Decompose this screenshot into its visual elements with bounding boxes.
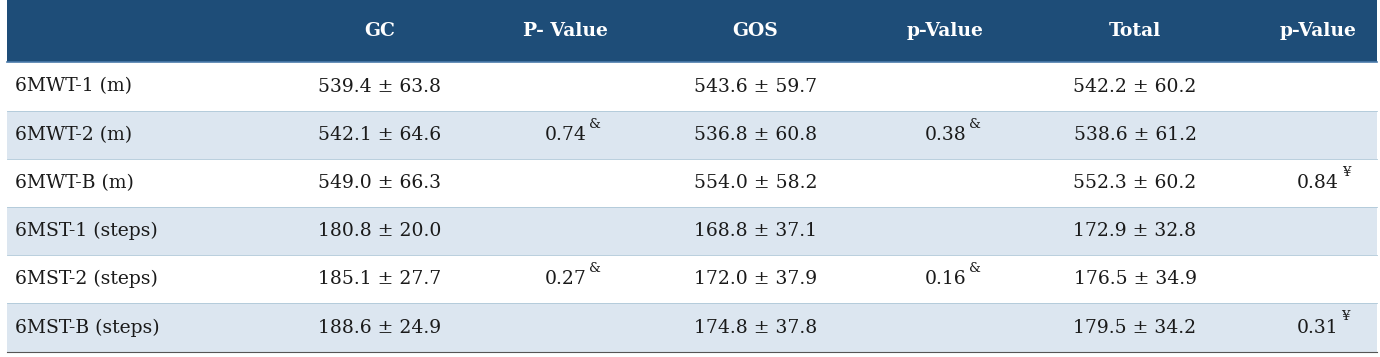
Bar <box>7 303 1377 352</box>
Text: 6MWT-B (m): 6MWT-B (m) <box>15 174 134 192</box>
Text: 0.27: 0.27 <box>545 270 586 288</box>
Text: 172.9 ± 32.8: 172.9 ± 32.8 <box>1074 222 1196 240</box>
Text: 168.8 ± 37.1: 168.8 ± 37.1 <box>694 222 817 240</box>
Text: 0.38: 0.38 <box>925 126 966 144</box>
Text: 0.31: 0.31 <box>1297 318 1339 337</box>
Text: 538.6 ± 61.2: 538.6 ± 61.2 <box>1074 126 1196 144</box>
Text: &: & <box>589 118 602 131</box>
Text: 6MST-1 (steps): 6MST-1 (steps) <box>15 222 157 240</box>
Text: &: & <box>589 262 602 275</box>
Text: 542.2 ± 60.2: 542.2 ± 60.2 <box>1074 77 1196 96</box>
Text: Total: Total <box>1110 22 1161 40</box>
Bar <box>7 0 1377 62</box>
Text: p-Value: p-Value <box>907 22 984 40</box>
Text: 539.4 ± 63.8: 539.4 ± 63.8 <box>317 77 442 96</box>
Text: &: & <box>969 118 981 131</box>
Text: 179.5 ± 34.2: 179.5 ± 34.2 <box>1074 318 1196 337</box>
Text: ¥: ¥ <box>1341 166 1350 179</box>
Text: ¥: ¥ <box>1341 311 1350 323</box>
Text: 0.74: 0.74 <box>545 126 586 144</box>
Text: 6MST-B (steps): 6MST-B (steps) <box>15 318 160 337</box>
Text: GC: GC <box>364 22 395 40</box>
Text: 172.0 ± 37.9: 172.0 ± 37.9 <box>694 270 817 288</box>
Text: p-Value: p-Value <box>1279 22 1357 40</box>
Text: 542.1 ± 64.6: 542.1 ± 64.6 <box>317 126 442 144</box>
Text: 176.5 ± 34.9: 176.5 ± 34.9 <box>1074 270 1196 288</box>
Text: P- Value: P- Value <box>523 22 609 40</box>
Text: &: & <box>969 262 981 275</box>
Text: 552.3 ± 60.2: 552.3 ± 60.2 <box>1074 174 1196 192</box>
Text: 554.0 ± 58.2: 554.0 ± 58.2 <box>694 174 817 192</box>
Text: 0.84: 0.84 <box>1297 174 1339 192</box>
Text: GOS: GOS <box>733 22 778 40</box>
Text: 6MWT-2 (m): 6MWT-2 (m) <box>15 126 132 144</box>
Text: 6MWT-1 (m): 6MWT-1 (m) <box>15 77 132 96</box>
Bar <box>7 111 1377 159</box>
Text: 180.8 ± 20.0: 180.8 ± 20.0 <box>317 222 442 240</box>
Text: 185.1 ± 27.7: 185.1 ± 27.7 <box>317 270 442 288</box>
Bar <box>7 207 1377 255</box>
Text: 174.8 ± 37.8: 174.8 ± 37.8 <box>694 318 817 337</box>
Text: 0.16: 0.16 <box>925 270 966 288</box>
Text: 549.0 ± 66.3: 549.0 ± 66.3 <box>317 174 442 192</box>
Text: 536.8 ± 60.8: 536.8 ± 60.8 <box>694 126 817 144</box>
Text: 6MST-2 (steps): 6MST-2 (steps) <box>15 270 159 288</box>
Text: 543.6 ± 59.7: 543.6 ± 59.7 <box>694 77 817 96</box>
Text: 188.6 ± 24.9: 188.6 ± 24.9 <box>317 318 442 337</box>
